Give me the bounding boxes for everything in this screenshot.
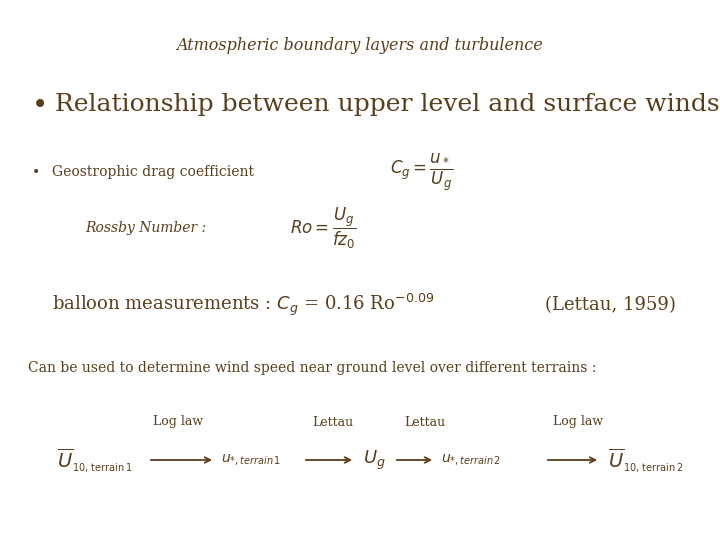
Text: $\mathregular{10,\,terrain\,1}$: $\mathregular{10,\,terrain\,1}$ [72, 462, 132, 475]
Text: $C_g = \dfrac{u_*}{U_g}$: $C_g = \dfrac{u_*}{U_g}$ [390, 151, 454, 193]
Text: •: • [32, 165, 40, 179]
Text: Relationship between upper level and surface winds :: Relationship between upper level and sur… [55, 93, 720, 117]
Text: Lettau: Lettau [312, 415, 354, 429]
Text: Log law: Log law [153, 415, 203, 429]
Text: $\overline{U}$: $\overline{U}$ [608, 448, 624, 472]
Text: Geostrophic drag coefficient: Geostrophic drag coefficient [52, 165, 254, 179]
Text: Atmospheric boundary layers and turbulence: Atmospheric boundary layers and turbulen… [176, 37, 544, 53]
Text: Can be used to determine wind speed near ground level over different terrains :: Can be used to determine wind speed near… [28, 361, 596, 375]
Text: Log law: Log law [553, 415, 603, 429]
Text: balloon measurements : $C_g$ = 0.16 Ro$^{-0.09}$: balloon measurements : $C_g$ = 0.16 Ro$^… [52, 292, 434, 318]
Text: $Ro = \dfrac{U_g}{fz_0}$: $Ro = \dfrac{U_g}{fz_0}$ [290, 206, 356, 251]
Text: •: • [32, 91, 48, 119]
Text: Rossby Number :: Rossby Number : [85, 221, 206, 235]
Text: $\mathregular{10,\,terrain\,2}$: $\mathregular{10,\,terrain\,2}$ [623, 462, 683, 475]
Text: $u_{*,terrain\,1}$: $u_{*,terrain\,1}$ [221, 453, 281, 468]
Text: $U_g$: $U_g$ [363, 448, 386, 471]
Text: Lettau: Lettau [405, 415, 446, 429]
Text: $\overline{U}$: $\overline{U}$ [57, 448, 73, 472]
Text: (Lettau, 1959): (Lettau, 1959) [545, 296, 676, 314]
Text: $u_{*,terrain\,2}$: $u_{*,terrain\,2}$ [441, 453, 501, 468]
